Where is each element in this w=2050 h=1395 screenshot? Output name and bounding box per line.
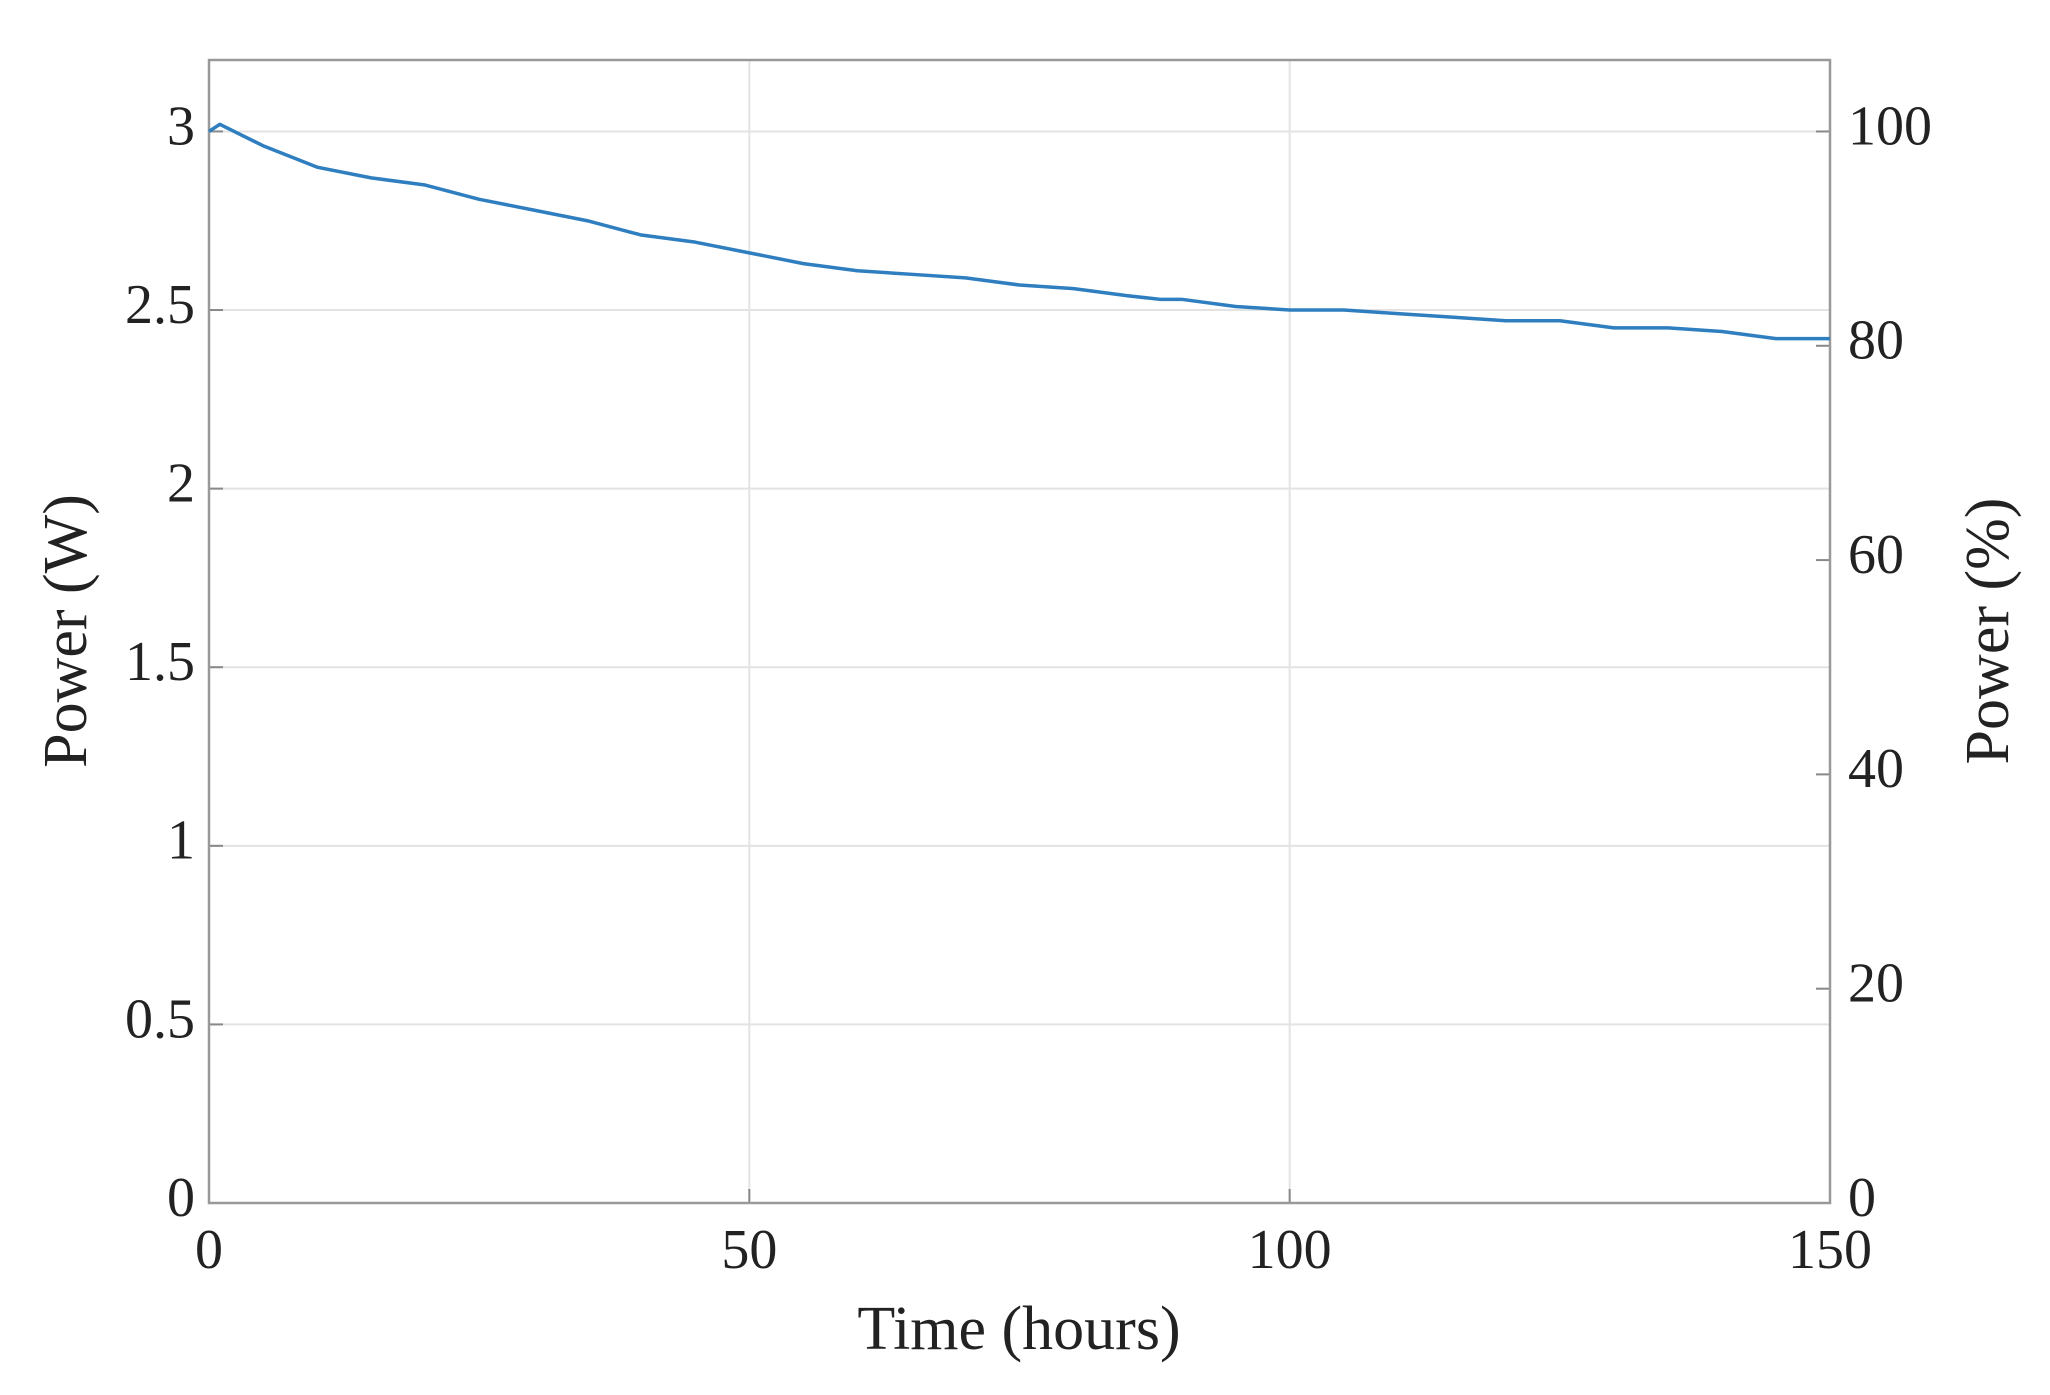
x-tick-label: 0	[195, 1219, 223, 1281]
x-tick-label: 150	[1788, 1219, 1872, 1281]
y2-axis-label: Power (%)	[1954, 498, 2022, 765]
y-tick-label: 1.5	[125, 631, 195, 693]
y2-tick-label: 80	[1848, 310, 1904, 372]
y2-tick-label: 60	[1848, 524, 1904, 586]
y2-tick-label: 0	[1848, 1167, 1876, 1229]
y-tick-label: 1	[167, 810, 195, 872]
data-line	[208, 122, 1830, 341]
y2-tick-label: 100	[1848, 95, 1932, 157]
y-tick-label: 0	[167, 1167, 195, 1229]
plot-frame	[207, 58, 1832, 1205]
y-tick-label: 0.5	[125, 988, 195, 1050]
y-tick-label: 2.5	[125, 274, 195, 336]
x-tick-label: 50	[721, 1219, 777, 1281]
y-tick-label: 3	[167, 95, 195, 157]
y-axis-label: Power (W)	[32, 494, 100, 768]
y2-tick-label: 40	[1848, 738, 1904, 800]
x-tick-label: 100	[1248, 1219, 1332, 1281]
x-axis-label: Time (hours)	[857, 1295, 1180, 1363]
y2-tick-label: 20	[1848, 953, 1904, 1015]
y-tick-label: 2	[167, 452, 195, 514]
